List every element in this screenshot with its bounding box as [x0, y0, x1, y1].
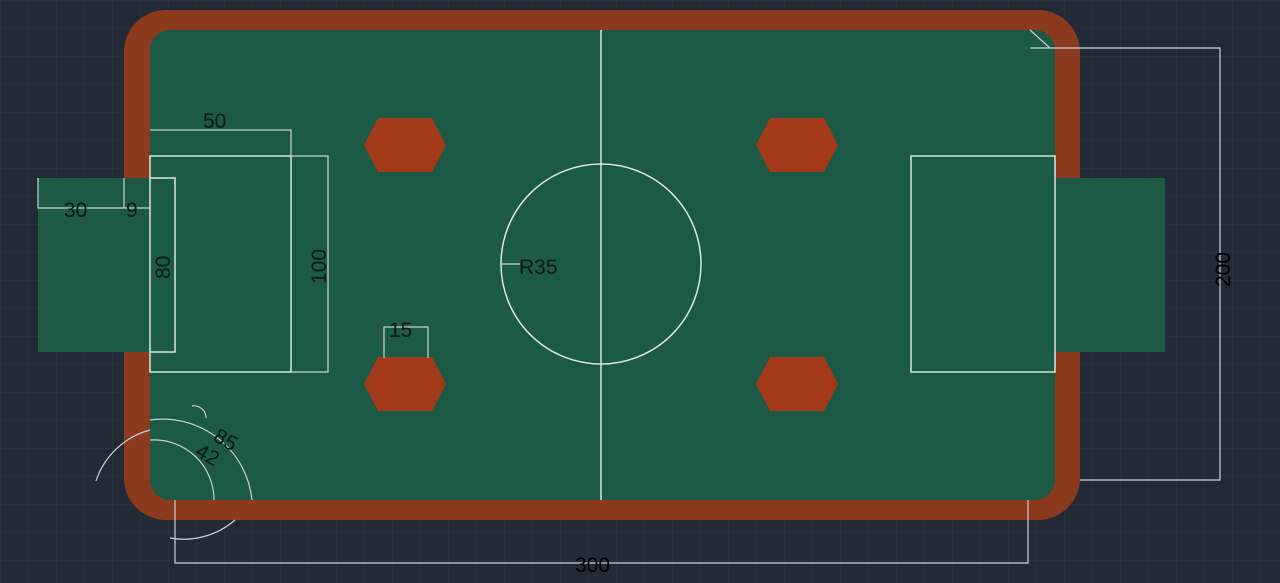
corner-arc-42	[149, 439, 215, 501]
obstacle-hexagon	[364, 118, 446, 172]
corner-arc-small	[191, 405, 207, 419]
left-goal-area	[149, 155, 292, 373]
obstacle-hexagon	[756, 118, 838, 172]
right-goal	[1050, 178, 1165, 352]
right-goal-area	[910, 155, 1056, 373]
dim-goal-area-width: 50	[203, 110, 226, 133]
field-lines	[149, 30, 1056, 500]
corner-arc-85	[149, 418, 253, 501]
dimension-lines	[37, 29, 1221, 564]
left-goal-outline	[150, 177, 176, 353]
dim-goal-depth: 30	[64, 199, 87, 222]
obstacle-hexagon	[756, 357, 838, 411]
dim-obstacle-size: 15	[389, 319, 412, 342]
dim-field-length: 300	[575, 554, 610, 577]
corner-arc-bottom	[169, 519, 236, 540]
dim-goal-offset: 9	[126, 199, 138, 222]
obstacles	[364, 118, 838, 411]
dim-goal-area-height: 100	[308, 249, 331, 284]
dim-field-height: 200	[1212, 252, 1235, 287]
left-goal	[38, 178, 175, 352]
dim-center-radius: R35	[519, 256, 558, 279]
dim-goal-width: 80	[152, 256, 175, 279]
playing-field	[150, 30, 1055, 500]
corner-arc-outer	[95, 429, 151, 482]
obstacle-hexagon	[364, 357, 446, 411]
